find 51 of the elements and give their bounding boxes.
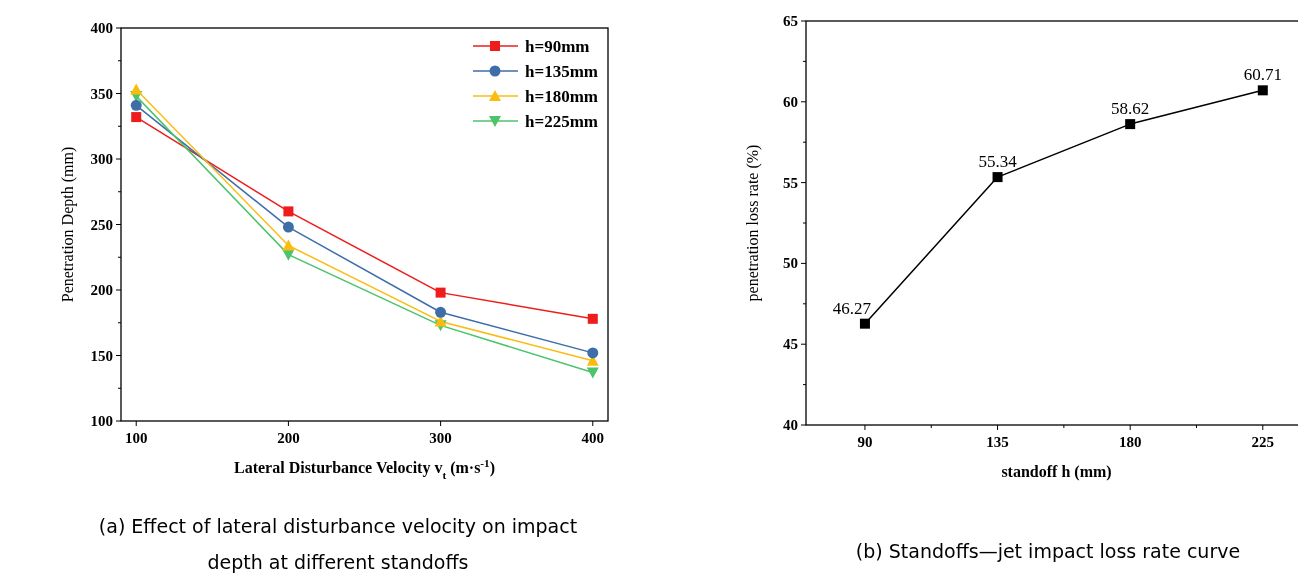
- y-tick-label: 60: [783, 93, 798, 110]
- x-tick-label: 200: [277, 430, 300, 446]
- point: [282, 221, 294, 233]
- text: (b) Standoffs—jet impact loss rate curve: [855, 540, 1241, 562]
- y-tick-label: 55: [783, 174, 798, 191]
- x-tick-label: 100: [124, 430, 148, 446]
- x-axis-title: Lateral Disturbance Velocity v$_{t}$ (m·s$^{-1}$): [233, 457, 496, 481]
- legend-label: h=225mm: [525, 112, 598, 131]
- y-tick-label: 100: [90, 413, 113, 429]
- y-axis-title: penetration loss rate (%): [744, 144, 762, 302]
- legend-label: h=180mm: [525, 87, 598, 106]
- data-label: 46.27: [832, 298, 872, 318]
- y-tick-label: 150: [90, 347, 113, 364]
- legend-label: h=90mm: [525, 37, 590, 56]
- x-tick-label: 90: [857, 434, 873, 450]
- point: [587, 313, 598, 324]
- x-tick-label: 225: [1251, 434, 1275, 450]
- point: [130, 99, 142, 111]
- point: [282, 239, 295, 251]
- point: [1125, 119, 1136, 130]
- point: [1257, 85, 1268, 96]
- point: [586, 367, 599, 379]
- y-tick-label: 200: [90, 282, 113, 298]
- x-tick-label: 180: [1118, 434, 1142, 450]
- y-axis-title: Penetration Depth (mm): [59, 146, 77, 303]
- x-tick-label: 135: [986, 434, 1009, 450]
- x-axis-title: standoff h (mm): [1001, 463, 1112, 481]
- point: [282, 249, 295, 261]
- point: [587, 347, 599, 359]
- point: [283, 206, 294, 217]
- point: [435, 306, 447, 318]
- y-tick-label: 50: [783, 255, 798, 272]
- x-tick-label: 400: [581, 430, 605, 446]
- data-label: 55.34: [978, 152, 1018, 172]
- point: [992, 172, 1003, 183]
- point: [131, 112, 142, 123]
- text: (a) Effect of lateral disturbance velocity on impact depth at different standoffs: [98, 515, 578, 573]
- x-tick-label: 300: [429, 430, 452, 446]
- point: [859, 318, 870, 329]
- y-tick-label: 400: [90, 20, 113, 36]
- legend-label: h=135mm: [525, 62, 598, 81]
- y-tick-label: 65: [783, 13, 798, 29]
- y-tick-label: 300: [90, 151, 113, 167]
- point: [435, 287, 446, 298]
- y-tick-label: 250: [90, 216, 113, 233]
- data-label: 60.71: [1243, 65, 1282, 85]
- point: [130, 83, 143, 95]
- data-label: 58.62: [1111, 99, 1150, 119]
- y-tick-label: 350: [90, 85, 113, 102]
- y-tick-label: 45: [783, 336, 798, 353]
- y-tick-label: 40: [783, 417, 798, 433]
